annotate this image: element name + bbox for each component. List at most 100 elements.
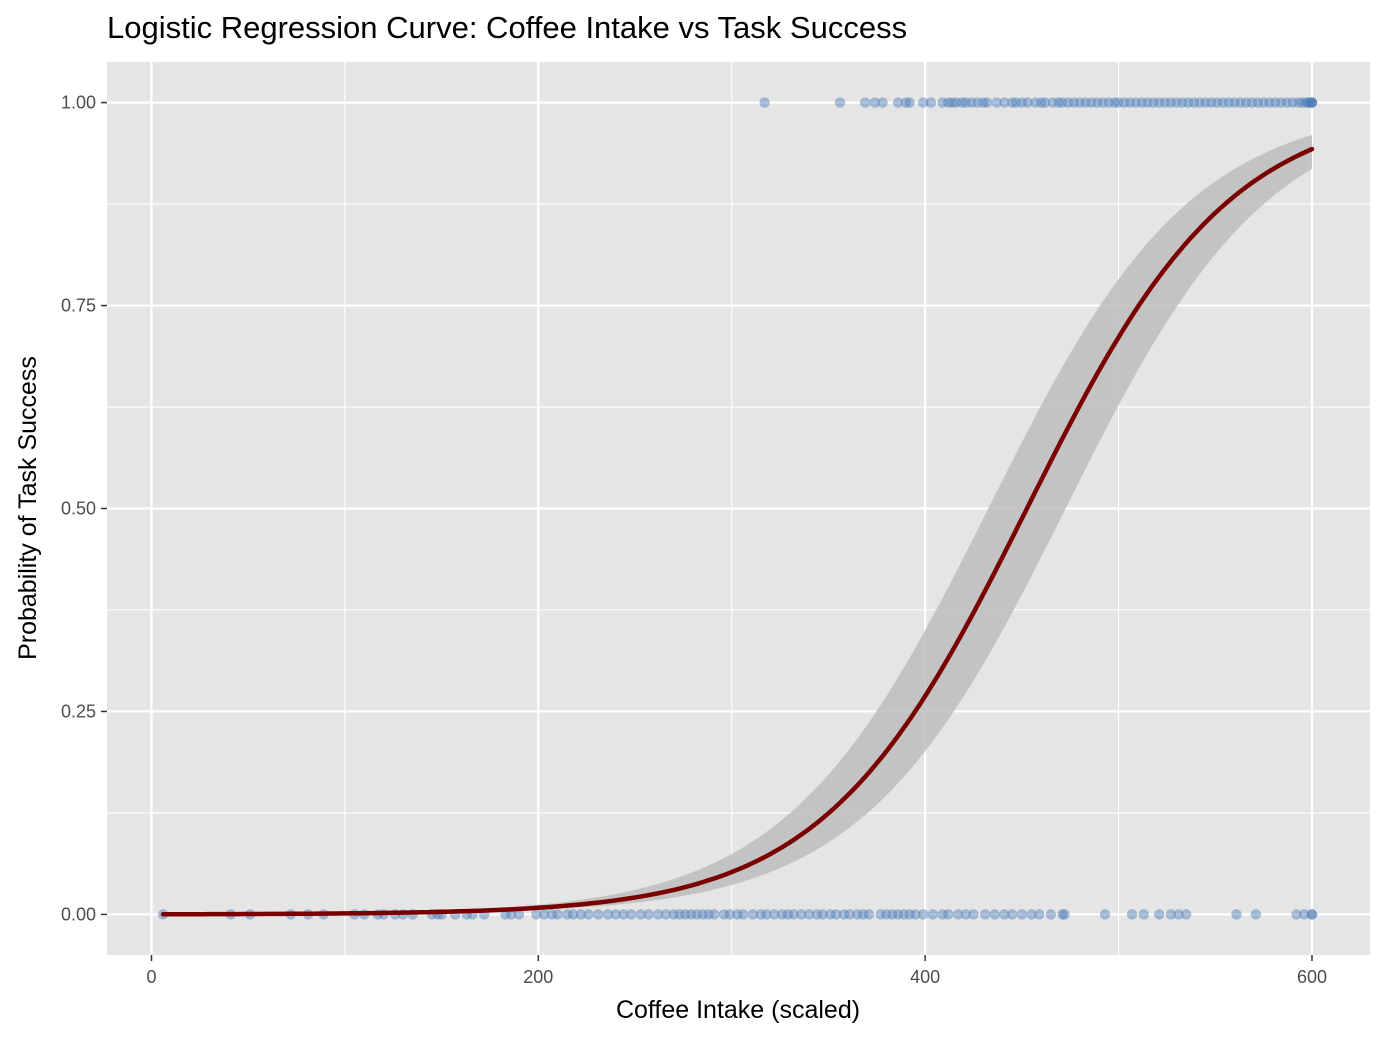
data-point-success xyxy=(1035,97,1047,108)
data-point-failure xyxy=(887,909,898,920)
data-point-failure xyxy=(830,909,842,920)
data-point-success xyxy=(1246,97,1258,108)
data-point-success xyxy=(1080,97,1091,108)
data-point-failure xyxy=(1231,909,1242,920)
y-tick-label: 0.50 xyxy=(61,499,96,519)
data-point-success xyxy=(1092,97,1103,108)
data-point-failure xyxy=(724,909,736,920)
data-point-success xyxy=(1097,97,1109,108)
data-point-success xyxy=(1016,97,1028,108)
data-point-failure xyxy=(618,909,629,920)
data-point-failure xyxy=(898,909,910,920)
data-point-failure xyxy=(552,909,563,920)
data-point-success xyxy=(1006,97,1018,108)
data-point-failure xyxy=(788,909,799,920)
data-point-failure xyxy=(881,909,892,920)
y-axis-ticks: 0.00 0.25 0.50 0.75 1.00 xyxy=(61,93,107,924)
data-point-failure xyxy=(1138,909,1149,920)
data-point-failure xyxy=(625,909,637,920)
y-tick-label: 0.00 xyxy=(61,904,96,924)
data-point-success xyxy=(1010,97,1022,108)
data-point-failure xyxy=(1016,909,1028,920)
x-tick-label: 600 xyxy=(1297,967,1327,987)
data-point-success xyxy=(1306,97,1318,108)
data-point-success xyxy=(966,97,977,108)
data-point-success xyxy=(943,97,954,108)
data-point-failure xyxy=(1126,909,1138,920)
data-point-failure xyxy=(825,909,836,920)
data-point-success xyxy=(1113,97,1124,108)
data-point-failure xyxy=(660,909,672,920)
data-point-failure xyxy=(838,909,850,920)
y-tick-label: 1.00 xyxy=(61,93,96,113)
data-point-success xyxy=(1039,97,1051,108)
data-point-failure xyxy=(989,909,1001,920)
data-point-success xyxy=(1306,97,1318,108)
data-point-failure xyxy=(1306,909,1318,920)
data-point-failure xyxy=(979,909,991,920)
data-point-failure xyxy=(863,909,875,920)
data-point-failure xyxy=(892,909,904,920)
data-point-success xyxy=(1022,97,1033,108)
data-point-failure xyxy=(703,909,714,920)
data-point-success xyxy=(917,97,929,108)
data-point-failure xyxy=(747,909,759,920)
data-point-success xyxy=(1047,97,1059,108)
data-point-success xyxy=(1281,97,1293,108)
data-point-failure xyxy=(1034,909,1045,920)
data-point-failure xyxy=(999,909,1010,920)
data-point-failure xyxy=(652,909,664,920)
data-point-failure xyxy=(1250,909,1262,920)
data-point-success xyxy=(1159,97,1171,108)
data-point-failure xyxy=(1153,909,1165,920)
confidence-band-layer xyxy=(163,135,1313,915)
data-point-success xyxy=(1119,97,1130,108)
data-point-success xyxy=(877,97,888,108)
data-point-success xyxy=(981,97,993,108)
data-point-success xyxy=(1142,97,1153,108)
data-point-success xyxy=(1171,97,1182,108)
data-point-success xyxy=(1304,97,1316,108)
data-point-failure xyxy=(575,909,587,920)
data-point-success xyxy=(892,97,904,108)
data-point-success xyxy=(1252,97,1264,108)
data-point-failure xyxy=(796,909,807,920)
chart-title: Logistic Regression Curve: Coffee Intake… xyxy=(107,10,907,45)
data-point-success xyxy=(900,97,912,108)
data-point-success xyxy=(1068,97,1080,108)
data-point-success xyxy=(1130,97,1142,108)
data-point-success xyxy=(1177,97,1188,108)
data-point-success xyxy=(1240,97,1252,108)
data-point-success xyxy=(1124,97,1136,108)
data-point-success xyxy=(972,97,983,108)
data-point-success xyxy=(1229,97,1240,108)
x-axis-ticks: 0 200 400 600 xyxy=(146,955,1327,987)
data-point-failure xyxy=(917,909,929,920)
data-points-layer xyxy=(157,97,1318,920)
data-point-success xyxy=(869,97,881,108)
data-point-failure xyxy=(1026,909,1037,920)
data-point-failure xyxy=(567,909,579,920)
data-point-success xyxy=(946,97,958,108)
data-point-failure xyxy=(583,909,594,920)
fitted-curve-layer xyxy=(160,146,1315,917)
data-point-failure xyxy=(1099,909,1111,920)
x-tick-label: 0 xyxy=(146,967,156,987)
data-point-success xyxy=(1030,97,1041,108)
data-point-success xyxy=(1302,97,1314,108)
data-point-success xyxy=(1206,97,1217,108)
data-point-success xyxy=(759,97,770,108)
major-gridlines xyxy=(107,62,1370,955)
data-point-failure xyxy=(1045,909,1057,920)
data-point-failure xyxy=(718,909,730,920)
data-point-success xyxy=(1165,97,1177,108)
data-point-failure xyxy=(803,909,815,920)
x-tick-label: 200 xyxy=(523,967,553,987)
data-point-success xyxy=(1300,97,1312,108)
data-point-success xyxy=(1153,97,1165,108)
data-point-failure xyxy=(738,909,749,920)
data-point-success xyxy=(937,97,948,108)
x-tick-label: 400 xyxy=(910,967,940,987)
data-point-failure xyxy=(858,909,869,920)
data-point-success xyxy=(1275,97,1287,108)
